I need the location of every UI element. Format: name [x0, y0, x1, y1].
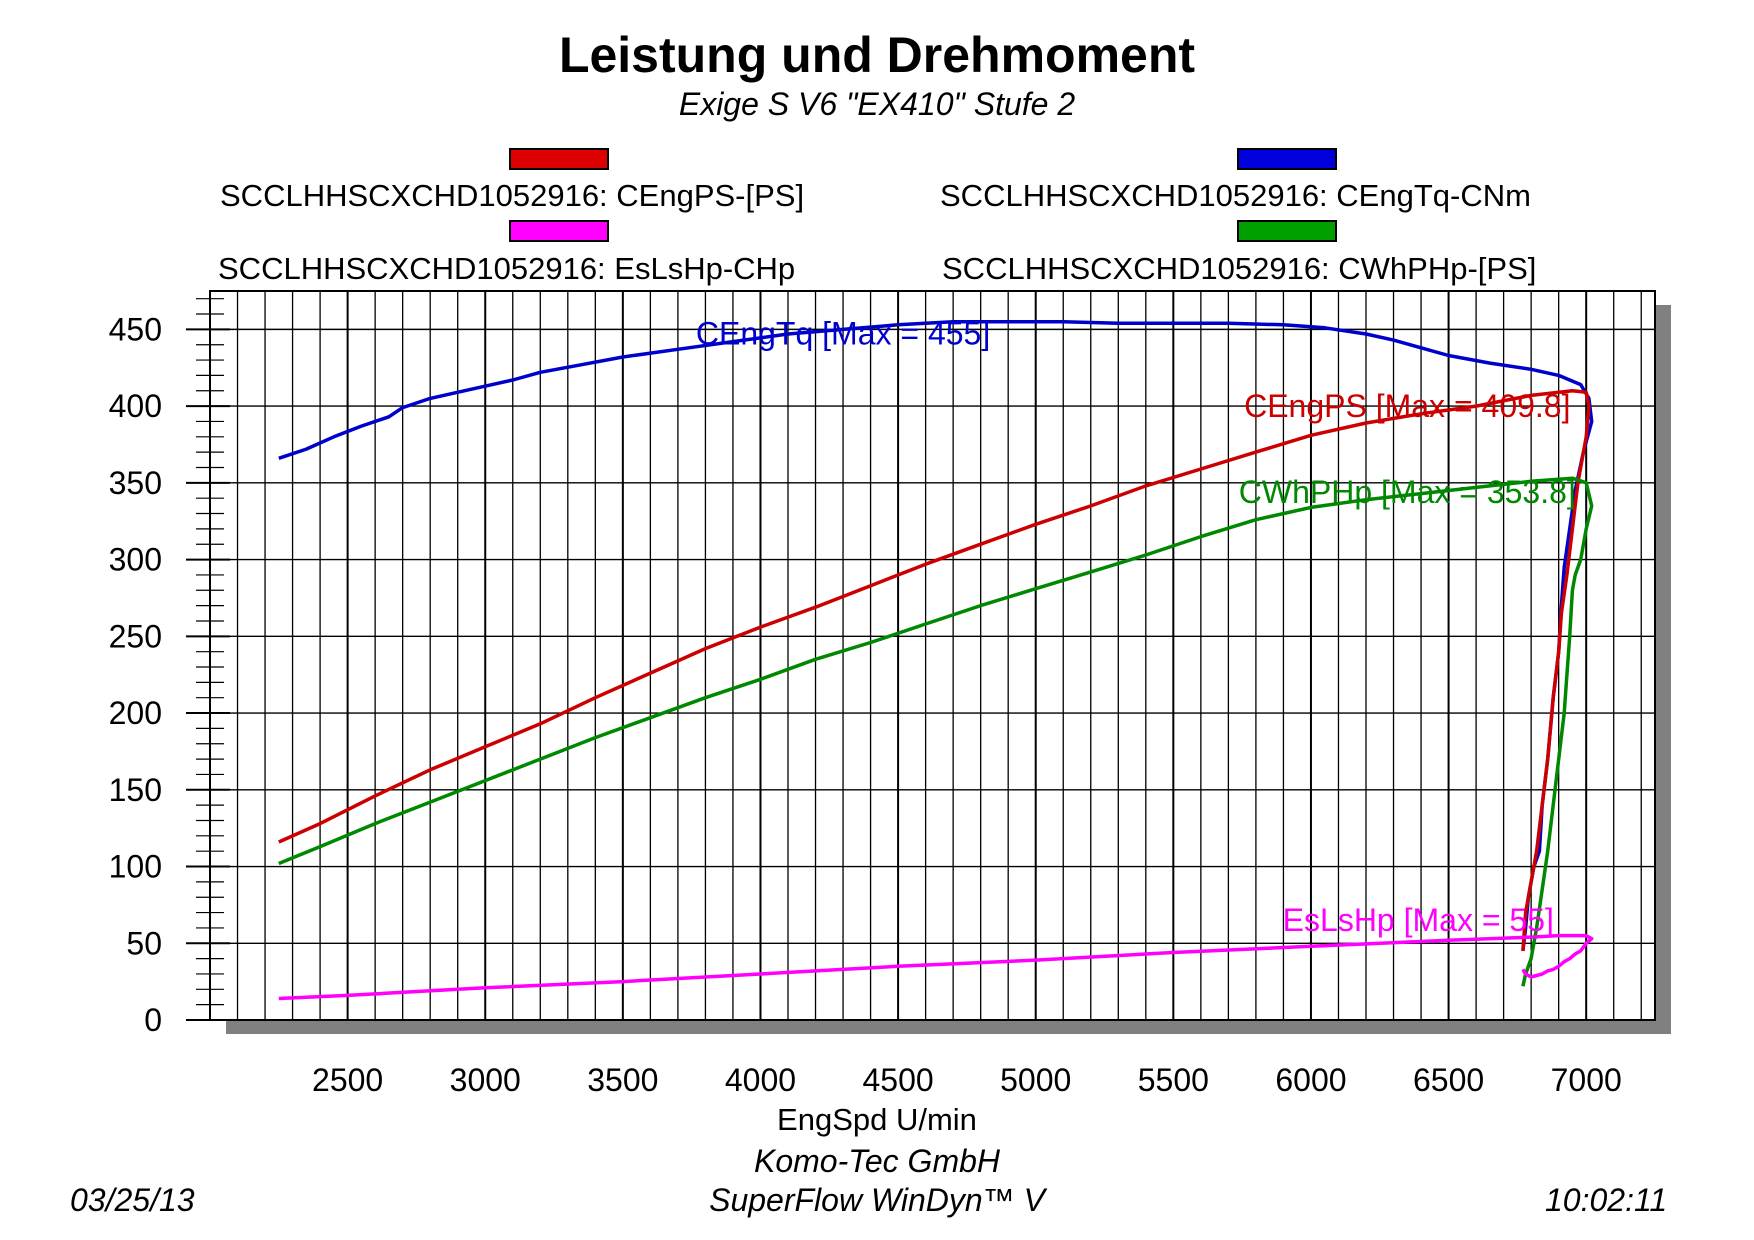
report-time: 10:02:11 — [1545, 1182, 1668, 1218]
x-tick-label: 3000 — [450, 1062, 521, 1098]
software-name: SuperFlow WinDyn™ V — [709, 1182, 1045, 1218]
y-tick-label: 250 — [109, 618, 162, 654]
y-tick-label: 100 — [109, 849, 162, 885]
series-annotation: EsLsHp [Max = 55] — [1283, 902, 1554, 938]
legend-label-cengps: SCCLHHSCXCHD1052916: CEngPS-[PS] — [220, 178, 805, 213]
y-tick-label: 300 — [109, 542, 162, 578]
x-tick-label: 7000 — [1551, 1062, 1622, 1098]
series-line-1 — [278, 389, 1591, 952]
report-date: 03/25/13 — [70, 1182, 195, 1218]
y-tick-label: 150 — [109, 772, 162, 808]
legend-label-cengtq: SCCLHHSCXCHD1052916: CEngTq-CNm — [940, 178, 1531, 213]
y-tick-label: 0 — [144, 1002, 162, 1038]
y-tick-label: 350 — [109, 465, 162, 501]
series-line-3 — [278, 933, 1594, 1001]
x-tick-label: 6000 — [1275, 1062, 1346, 1098]
legend-swatch-cengtq — [1237, 148, 1337, 170]
x-tick-label: 2500 — [312, 1062, 383, 1098]
plot-frame — [209, 290, 1656, 1021]
chart-title: Leistung und Drehmoment — [558, 27, 1196, 83]
series-annotation: CEngTq [Max = 455] — [696, 316, 990, 352]
legend-swatch-cwhphp — [1237, 220, 1337, 242]
legend-label-eslshp: SCCLHHSCXCHD1052916: EsLsHp-CHp — [218, 251, 796, 286]
y-tick-label: 50 — [126, 925, 162, 961]
x-tick-label: 5000 — [1000, 1062, 1071, 1098]
legend-label-cwhphp: SCCLHHSCXCHD1052916: CWhPHp-[PS] — [942, 251, 1537, 286]
y-tick-label: 400 — [109, 388, 162, 424]
x-tick-label: 6500 — [1413, 1062, 1484, 1098]
company-name: Komo-Tec GmbH — [754, 1143, 1000, 1179]
y-tick-label: 450 — [109, 311, 162, 347]
series-annotation: CWhPHp [Max = 353.8] — [1239, 474, 1576, 510]
x-tick-label: 4000 — [725, 1062, 796, 1098]
chart-subtitle: Exige S V6 "EX410" Stufe 2 — [678, 86, 1076, 122]
series-annotation: CEngPS [Max = 409.8] — [1244, 388, 1570, 424]
y-tick-label: 200 — [109, 695, 162, 731]
x-tick-label: 5500 — [1138, 1062, 1209, 1098]
x-tick-label: 4500 — [863, 1062, 934, 1098]
x-tick-label: 3500 — [587, 1062, 658, 1098]
legend-swatch-cengps — [509, 148, 609, 170]
x-axis-label: EngSpd U/min — [777, 1102, 977, 1137]
legend-swatch-eslshp — [509, 220, 609, 242]
series-line-2 — [278, 476, 1594, 987]
